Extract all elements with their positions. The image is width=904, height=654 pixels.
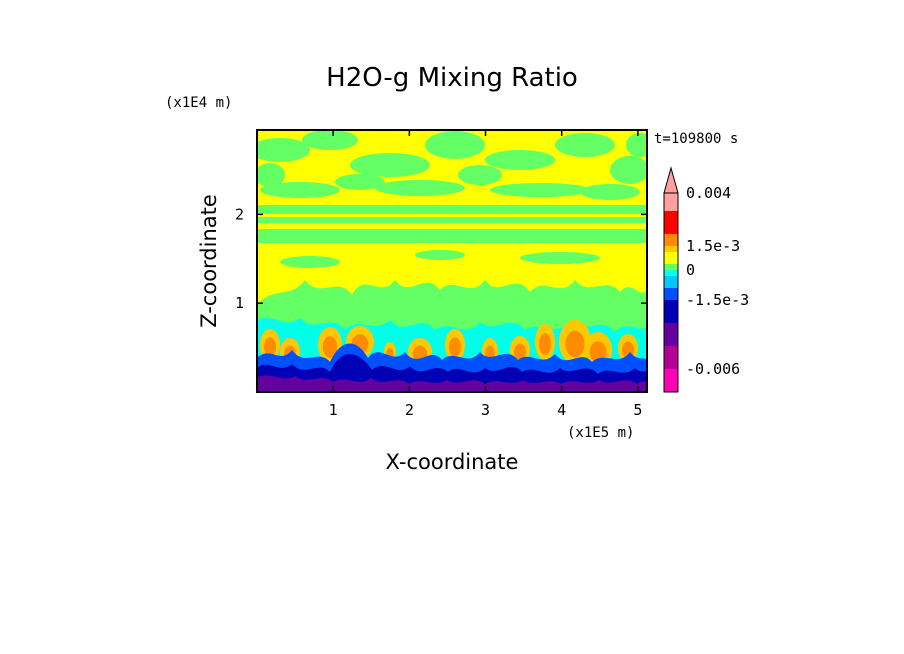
colorbar-segment — [664, 211, 678, 234]
band-green-mid — [257, 217, 647, 223]
x-tick-label: 1 — [329, 401, 338, 419]
plume-core — [514, 343, 526, 361]
green-cell — [335, 174, 385, 190]
colorbar-tick-label: -0.006 — [686, 360, 740, 378]
colorbar-frame — [663, 192, 679, 393]
chart-title: H2O-g Mixing Ratio — [326, 63, 578, 93]
plume-core — [264, 337, 276, 357]
x-tick-label: 2 — [405, 401, 414, 419]
upper-green-region — [257, 130, 647, 268]
x-tick-label: 5 — [633, 401, 642, 419]
colorbar-tick-label: -1.5e-3 — [686, 291, 749, 309]
plume-core — [322, 336, 338, 358]
green-cell — [350, 153, 430, 177]
colorbar-segment — [664, 234, 678, 246]
x-axis-label: X-coordinate — [386, 450, 519, 474]
plume-core — [449, 337, 461, 357]
plot-area — [257, 130, 647, 392]
green-cell — [415, 250, 465, 260]
band-green-upper — [257, 205, 647, 214]
green-cell — [520, 252, 600, 264]
plot-frame — [256, 129, 648, 393]
colorbar-segment — [664, 323, 678, 346]
green-cell — [485, 150, 555, 170]
green-cell — [458, 165, 502, 185]
green-cell — [257, 138, 310, 162]
colorbar: 0.004 1.5e-3 0 -1.5e-3 -0.006 — [663, 166, 749, 393]
purple-region — [257, 375, 647, 392]
colorbar-segment — [664, 369, 678, 392]
y-tick-label: 1 — [235, 294, 244, 312]
colorbar-segment — [664, 252, 678, 264]
green-cell — [280, 256, 340, 268]
x-tick-label: 4 — [557, 401, 566, 419]
colorbar-segment — [664, 288, 678, 300]
green-cell — [555, 133, 615, 157]
x-tick-label: 3 — [481, 401, 490, 419]
green-cell — [302, 130, 358, 150]
band-yellow-thin — [257, 214, 647, 217]
plume-core — [539, 333, 551, 355]
green-cell — [257, 163, 285, 187]
colorbar-segment — [664, 193, 678, 211]
plume-core — [565, 330, 585, 358]
colorbar-tick-label: 0.004 — [686, 184, 731, 202]
plume-core — [589, 341, 607, 363]
y-axis-multiplier: (x1E4 m) — [165, 95, 232, 111]
green-cell — [375, 180, 465, 196]
y-axis: 12 — [235, 205, 647, 312]
green-cell — [490, 183, 590, 197]
x-axis-multiplier: (x1E5 m) — [567, 425, 634, 441]
time-label: t=109800 s — [654, 131, 738, 147]
green-cell — [425, 131, 485, 159]
y-axis-label: Z-coordinate — [197, 194, 221, 328]
green-cell — [626, 133, 647, 157]
colorbar-segment — [664, 300, 678, 323]
colorbar-segment — [664, 276, 678, 288]
colorbar-segment — [664, 246, 678, 252]
band-green-lower — [257, 229, 647, 243]
colorbar-segment — [664, 264, 678, 270]
green-cell — [610, 156, 647, 184]
x-axis: 1 2 3 4 5 — [329, 130, 642, 419]
colorbar-tick-label: 0 — [686, 261, 695, 279]
colorbar-segment — [664, 346, 678, 369]
green-cell — [260, 182, 340, 198]
colorbar-segment — [664, 270, 678, 276]
colorbar-extend-arrow — [663, 166, 679, 194]
green-cell — [580, 184, 640, 200]
colorbar-tick-label: 1.5e-3 — [686, 237, 740, 255]
y-tick-label: 2 — [235, 205, 244, 223]
